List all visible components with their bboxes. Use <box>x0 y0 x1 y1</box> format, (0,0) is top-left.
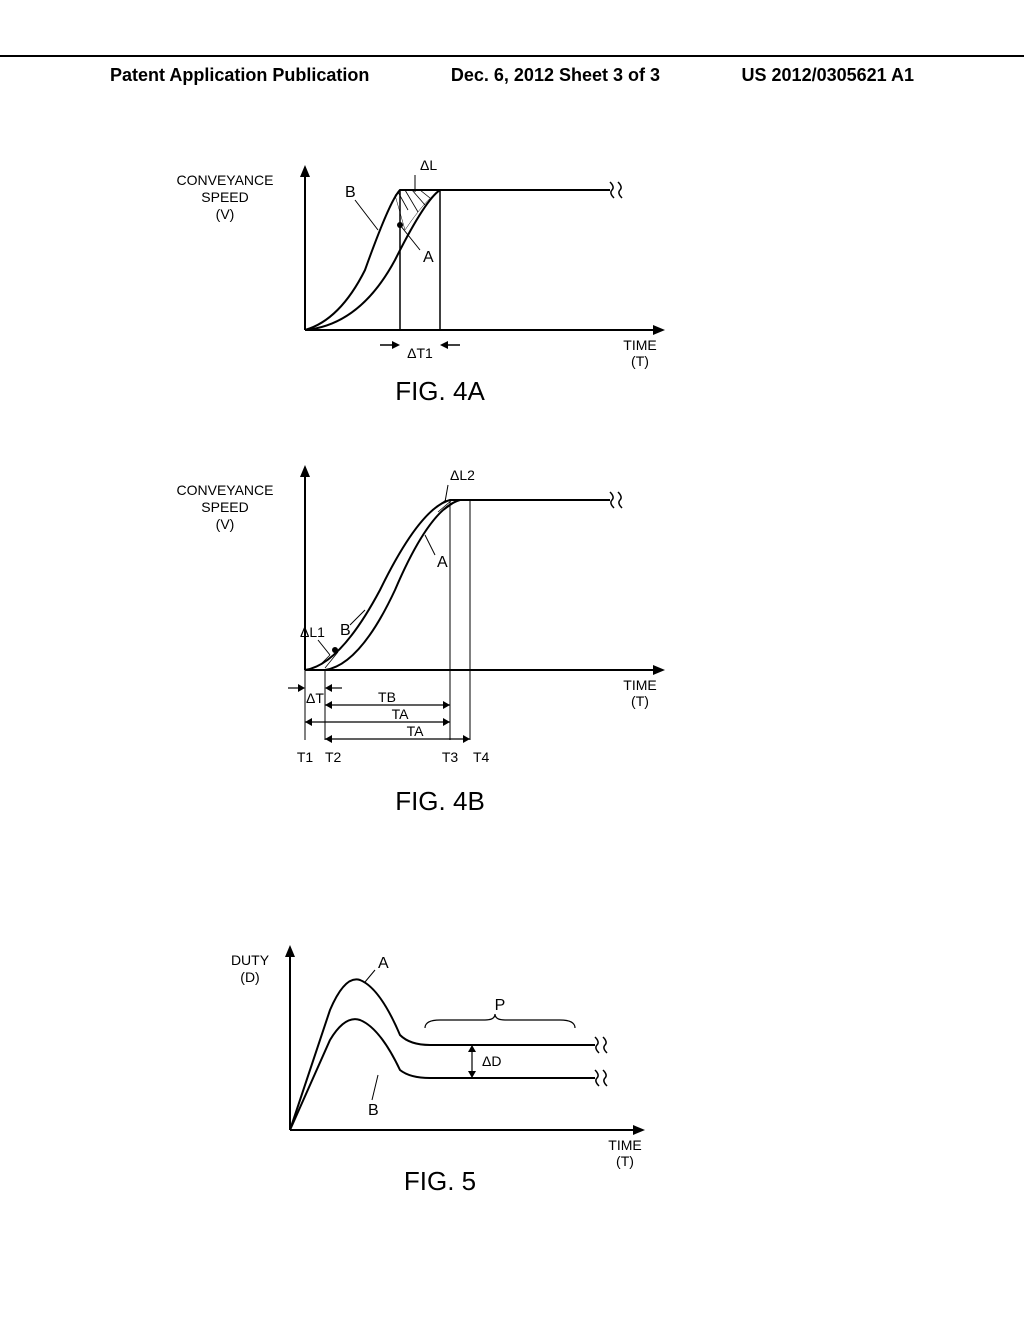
fig5-dd-label: ΔD <box>482 1053 501 1069</box>
fig4b-t2-label: T2 <box>325 749 342 765</box>
fig4b-ylabel-1: CONVEYANCE <box>177 482 274 498</box>
fig4a-dt1-label: ΔT1 <box>407 345 433 361</box>
fig5-curve-a <box>290 979 595 1130</box>
fig4b-break-2 <box>618 492 622 508</box>
header-right: US 2012/0305621 A1 <box>742 65 914 86</box>
fig5-p-label: P <box>495 997 506 1014</box>
fig4b-tb-label: TB <box>378 689 396 705</box>
header-left: Patent Application Publication <box>110 65 369 86</box>
fig5-xlabel-1: TIME <box>608 1137 641 1153</box>
fig4a-ylabel-2: SPEED <box>201 189 248 205</box>
fig4a-a-label: A <box>423 249 434 266</box>
fig4b-ta-label-2: TA <box>407 723 425 739</box>
fig4b-y-arrow <box>300 465 310 477</box>
fig4a-xlabel-1: TIME <box>623 337 656 353</box>
fig4a-ylabel-3: (V) <box>216 206 235 222</box>
fig4b-t3-label: T3 <box>442 749 459 765</box>
fig-4b: CONVEYANCE SPEED (V) ΔT <box>0 440 1024 860</box>
fig4b-curve-b <box>325 500 610 670</box>
header-center: Dec. 6, 2012 Sheet 3 of 3 <box>451 65 660 86</box>
fig4a-b-label: B <box>345 184 356 201</box>
fig5-a-label: A <box>378 955 389 972</box>
fig4a-break-2 <box>618 182 622 198</box>
fig5-ylabel-1: DUTY <box>231 952 270 968</box>
fig4b-xlabel-2: (T) <box>631 693 649 709</box>
fig5-curve-b <box>290 1019 595 1130</box>
fig5-b-label: B <box>368 1102 379 1119</box>
fig4a-title: FIG. 4A <box>395 376 485 406</box>
fig4b-a-label: A <box>437 554 448 571</box>
fig4b-dl2-label: ΔL2 <box>450 467 475 483</box>
fig4b-dt-label: ΔT <box>306 690 324 706</box>
fig4b-dl1-dot <box>332 647 338 653</box>
fig4b-xlabel-1: TIME <box>623 677 656 693</box>
fig4a-curve-a <box>305 190 610 330</box>
fig4a-b-leader <box>355 200 378 230</box>
fig4b-ylabel-2: SPEED <box>201 499 248 515</box>
fig4b-curve-a <box>305 500 610 670</box>
fig5-y-arrow <box>285 945 295 957</box>
fig4b-t1-label: T1 <box>297 749 314 765</box>
fig4b-ylabel-3: (V) <box>216 516 235 532</box>
fig4a-curve-b <box>305 190 610 330</box>
page-header: Patent Application Publication Dec. 6, 2… <box>0 55 1024 86</box>
fig4b-ta-label-1: TA <box>392 706 410 722</box>
fig4a-ylabel-1: CONVEYANCE <box>177 172 274 188</box>
page-container: Patent Application Publication Dec. 6, 2… <box>0 0 1024 1320</box>
fig4a-x-arrow <box>653 325 665 335</box>
fig5-x-arrow <box>633 1125 645 1135</box>
fig4b-b-label: B <box>340 622 351 639</box>
fig4a-y-arrow <box>300 165 310 177</box>
fig4b-dl1-label: ΔL1 <box>300 624 325 640</box>
fig5-p-brace <box>425 1014 575 1028</box>
fig4b-title: FIG. 4B <box>395 786 485 816</box>
fig5-xlabel-2: (T) <box>616 1153 634 1169</box>
fig-4a: CONVEYANCE SPEED (V) ΔT1 B <box>0 150 1024 430</box>
fig4b-break-1 <box>610 492 614 508</box>
fig4b-t4-label: T4 <box>473 749 490 765</box>
fig5-title: FIG. 5 <box>404 1166 476 1196</box>
fig4a-xlabel-2: (T) <box>631 353 649 369</box>
fig-5: DUTY (D) P ΔD A B TIME (T) FIG. 5 <box>0 920 1024 1240</box>
fig4a-dl-label: ΔL <box>420 157 437 173</box>
fig5-ylabel-2: (D) <box>240 969 259 985</box>
fig4b-x-arrow <box>653 665 665 675</box>
fig4a-break-1 <box>610 182 614 198</box>
